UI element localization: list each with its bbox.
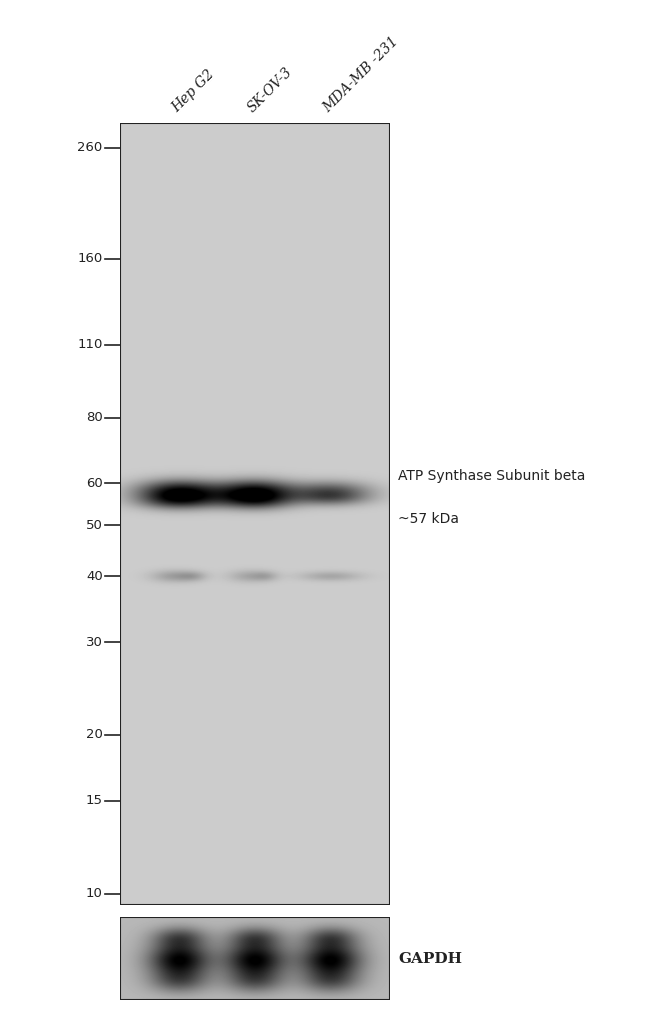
Text: Hep G2: Hep G2 bbox=[170, 68, 218, 115]
Text: 80: 80 bbox=[86, 411, 103, 425]
Text: 110: 110 bbox=[77, 339, 103, 351]
Text: 50: 50 bbox=[86, 519, 103, 532]
Text: SK-OV-3: SK-OV-3 bbox=[245, 64, 296, 115]
Text: 30: 30 bbox=[86, 635, 103, 649]
Text: MDA-MB -231: MDA-MB -231 bbox=[320, 34, 402, 115]
Text: 15: 15 bbox=[86, 794, 103, 807]
Text: 60: 60 bbox=[86, 477, 103, 490]
Text: 160: 160 bbox=[77, 253, 103, 265]
Text: 10: 10 bbox=[86, 887, 103, 900]
Text: 260: 260 bbox=[77, 141, 103, 154]
Text: 20: 20 bbox=[86, 728, 103, 742]
Text: ~57 kDa: ~57 kDa bbox=[398, 512, 459, 526]
Text: 40: 40 bbox=[86, 570, 103, 583]
Text: ATP Synthase Subunit beta: ATP Synthase Subunit beta bbox=[398, 469, 586, 483]
Text: GAPDH: GAPDH bbox=[398, 951, 462, 966]
